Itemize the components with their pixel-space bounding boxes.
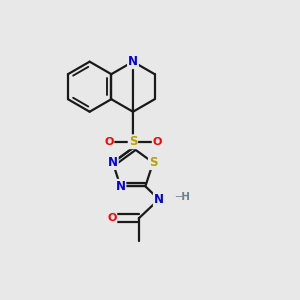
Text: N: N: [116, 180, 125, 193]
Text: ─H: ─H: [175, 191, 190, 202]
Text: O: O: [153, 137, 162, 147]
Text: S: S: [129, 135, 137, 148]
Text: N: N: [128, 55, 138, 68]
Text: S: S: [149, 156, 157, 169]
Text: N: N: [108, 156, 118, 169]
Text: O: O: [107, 213, 116, 223]
Text: O: O: [104, 137, 113, 147]
Text: N: N: [154, 193, 164, 206]
